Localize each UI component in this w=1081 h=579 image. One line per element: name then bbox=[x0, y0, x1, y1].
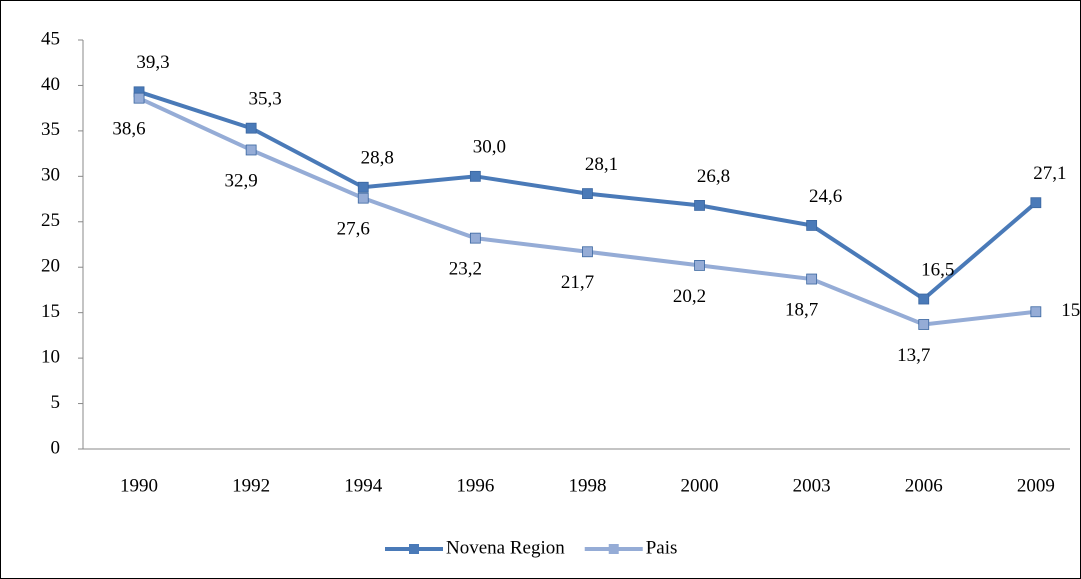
x-tick-label: 2009 bbox=[1017, 475, 1055, 496]
data-point bbox=[1030, 197, 1042, 209]
y-tick-label: 40 bbox=[41, 74, 60, 95]
data-label: 32,9 bbox=[225, 170, 258, 191]
data-point bbox=[357, 181, 369, 193]
data-point bbox=[133, 92, 145, 104]
data-label: 23,2 bbox=[449, 258, 482, 279]
data-label: 15,1 bbox=[1061, 300, 1081, 321]
data-label: 27,1 bbox=[1033, 163, 1066, 184]
data-point bbox=[918, 293, 930, 305]
x-tick-label: 2000 bbox=[681, 475, 719, 496]
data-point bbox=[245, 122, 257, 134]
data-point bbox=[806, 273, 818, 285]
y-tick-label: 0 bbox=[51, 437, 61, 458]
data-point bbox=[469, 232, 481, 244]
data-label: 28,8 bbox=[361, 148, 394, 169]
y-tick-label: 25 bbox=[41, 210, 60, 231]
legend-marker bbox=[608, 544, 619, 554]
x-tick-label: 1996 bbox=[456, 475, 494, 496]
data-label: 20,2 bbox=[673, 286, 706, 307]
data-label: 27,6 bbox=[337, 219, 370, 240]
y-tick-label: 15 bbox=[41, 301, 60, 322]
data-label: 38,6 bbox=[112, 119, 145, 140]
data-label: 13,7 bbox=[897, 345, 930, 366]
y-tick-label: 5 bbox=[51, 392, 61, 413]
data-point bbox=[582, 188, 593, 200]
x-tick-label: 2006 bbox=[905, 475, 943, 496]
data-label: 39,3 bbox=[136, 52, 169, 73]
data-point bbox=[1030, 306, 1042, 318]
x-tick-label: 1992 bbox=[232, 475, 270, 496]
y-tick-label: 45 bbox=[41, 28, 60, 49]
y-tick-label: 35 bbox=[41, 119, 60, 140]
data-point bbox=[694, 260, 705, 271]
y-tick-label: 30 bbox=[41, 165, 60, 186]
data-label: 28,1 bbox=[585, 154, 618, 175]
data-label: 21,7 bbox=[561, 272, 594, 293]
x-tick-label: 1994 bbox=[344, 475, 383, 496]
data-point bbox=[469, 170, 481, 182]
data-point bbox=[694, 200, 705, 211]
data-label: 30,0 bbox=[473, 137, 506, 158]
x-tick-label: 1990 bbox=[120, 475, 158, 496]
legend-marker bbox=[409, 544, 419, 554]
data-point bbox=[582, 246, 593, 258]
x-tick-label: 1998 bbox=[568, 475, 606, 496]
data-point bbox=[357, 192, 369, 204]
data-label: 16,5 bbox=[921, 259, 954, 280]
data-label: 26,8 bbox=[697, 166, 730, 187]
y-tick-label: 10 bbox=[41, 346, 60, 367]
data-label: 24,6 bbox=[809, 186, 842, 207]
legend-label: Novena Region bbox=[446, 537, 565, 558]
data-point bbox=[806, 220, 818, 231]
data-label: 35,3 bbox=[249, 89, 282, 110]
data-point bbox=[245, 144, 257, 156]
data-label: 18,7 bbox=[785, 299, 818, 320]
x-tick-label: 2003 bbox=[793, 475, 831, 496]
y-tick-label: 20 bbox=[41, 256, 60, 277]
data-point bbox=[918, 319, 930, 330]
legend-label: Pais bbox=[646, 537, 678, 558]
